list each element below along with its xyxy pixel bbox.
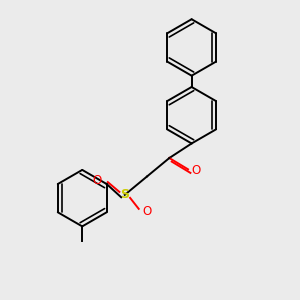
Text: O: O bbox=[192, 164, 201, 177]
Text: S: S bbox=[120, 188, 129, 201]
Text: O: O bbox=[93, 174, 102, 187]
Text: O: O bbox=[142, 205, 152, 218]
